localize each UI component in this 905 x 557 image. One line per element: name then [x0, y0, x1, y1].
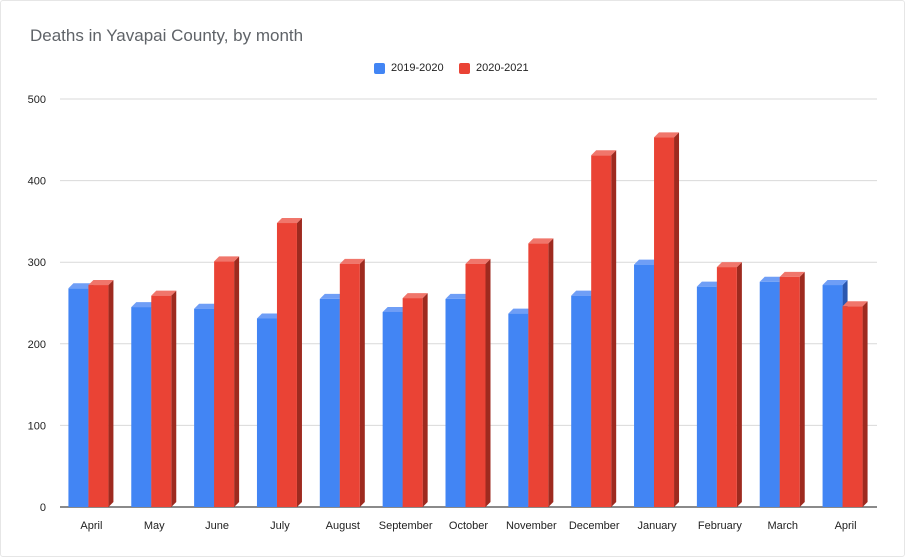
bar-side: [359, 258, 365, 507]
bar-top: [382, 306, 408, 312]
legend-swatch-series-2: [459, 62, 470, 74]
y-tick-label: 500: [28, 94, 46, 106]
bar-top: [634, 259, 660, 265]
bar-top: [779, 271, 805, 277]
y-tick-label: 0: [40, 502, 46, 514]
x-tick-label: July: [270, 520, 290, 532]
bar: [68, 288, 89, 507]
legend-swatch-series-1: [374, 62, 385, 74]
legend-label-series-2: 2020-2021: [476, 62, 529, 74]
bar: [822, 285, 843, 507]
bar: [716, 267, 737, 507]
bar: [465, 263, 486, 507]
bar: [402, 298, 423, 507]
bar-side: [674, 132, 680, 508]
bar-top: [759, 276, 785, 282]
x-tick-label: April: [835, 520, 857, 532]
bar: [759, 281, 780, 507]
bar-top: [508, 308, 534, 314]
x-tick-label: May: [144, 520, 165, 532]
bar: [131, 307, 152, 507]
bar-side: [108, 280, 114, 507]
bar: [319, 298, 340, 507]
bar-side: [799, 271, 805, 507]
bar-top: [402, 293, 428, 299]
bar-top: [319, 293, 345, 299]
x-tick-label: April: [80, 520, 102, 532]
bar-top: [131, 302, 157, 308]
bar: [508, 313, 529, 507]
bar-side: [422, 293, 428, 507]
bar-side: [171, 290, 177, 507]
legend-item-series-2: 2020-2021: [459, 62, 529, 74]
chart-legend: 2019-2020 2020-2021: [0, 62, 905, 78]
bar: [445, 298, 466, 507]
bar-top: [339, 258, 365, 264]
bar-top: [696, 281, 722, 287]
bar-top: [276, 218, 302, 224]
bar-top: [194, 303, 220, 309]
bar-top: [716, 262, 742, 268]
bar-top: [465, 258, 491, 264]
bar-side: [736, 262, 742, 507]
bar-top: [88, 280, 114, 286]
bar: [214, 261, 235, 507]
bar-top: [822, 280, 848, 286]
bar: [194, 308, 215, 507]
x-tick-label: February: [698, 520, 743, 532]
bar-top: [591, 150, 617, 156]
bar: [276, 223, 297, 508]
x-tick-label: June: [205, 520, 229, 532]
bar: [88, 285, 109, 507]
y-tick-label: 400: [28, 176, 46, 188]
bar-side: [485, 258, 491, 507]
bar: [256, 318, 277, 507]
bar: [571, 295, 592, 507]
y-tick-label: 200: [28, 339, 46, 351]
bar-top: [571, 290, 597, 296]
bar-top: [68, 283, 94, 289]
x-tick-label: September: [379, 520, 433, 532]
x-tick-label: March: [767, 520, 798, 532]
x-tick-label: November: [506, 520, 557, 532]
bar-top: [214, 256, 240, 262]
legend-label-series-1: 2019-2020: [391, 62, 444, 74]
bar-top: [528, 238, 554, 244]
y-tick-label: 300: [28, 257, 46, 269]
bar-top: [842, 301, 868, 307]
x-tick-label: January: [637, 520, 677, 532]
x-tick-label: August: [326, 520, 360, 532]
bar-side: [234, 256, 240, 507]
bar: [339, 263, 360, 507]
bar-side: [862, 301, 868, 507]
bar-side: [548, 238, 554, 507]
legend-item-series-1: 2019-2020: [374, 62, 444, 74]
bar: [382, 311, 403, 507]
bar: [696, 286, 717, 507]
bar-side: [296, 218, 302, 508]
bar: [528, 243, 549, 507]
bar-top: [151, 290, 177, 296]
bar: [779, 276, 800, 507]
bar-side: [611, 150, 617, 507]
bar: [842, 306, 863, 507]
bar-top: [256, 313, 282, 319]
bar: [634, 264, 655, 507]
bar: [151, 295, 172, 507]
bar-top: [654, 132, 680, 138]
x-tick-label: December: [569, 520, 620, 532]
y-tick-label: 100: [28, 420, 46, 432]
chart-title: Deaths in Yavapai County, by month: [30, 26, 304, 45]
x-tick-label: October: [449, 520, 488, 532]
bar: [591, 155, 612, 507]
bar: [654, 137, 675, 508]
bar-top: [445, 293, 471, 299]
